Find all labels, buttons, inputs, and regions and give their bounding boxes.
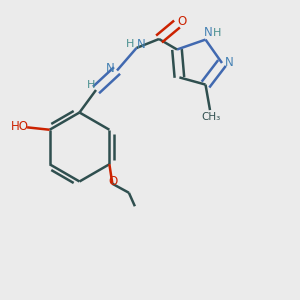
Text: O: O [109,175,118,188]
Text: H: H [213,28,222,38]
Text: HO: HO [11,120,28,133]
Text: O: O [178,15,187,28]
Text: N: N [136,38,145,51]
Text: N: N [204,26,213,40]
Text: N: N [106,61,115,75]
Text: N: N [225,56,234,69]
Text: CH₃: CH₃ [202,112,221,122]
Text: H: H [126,39,134,50]
Text: H: H [86,80,95,90]
